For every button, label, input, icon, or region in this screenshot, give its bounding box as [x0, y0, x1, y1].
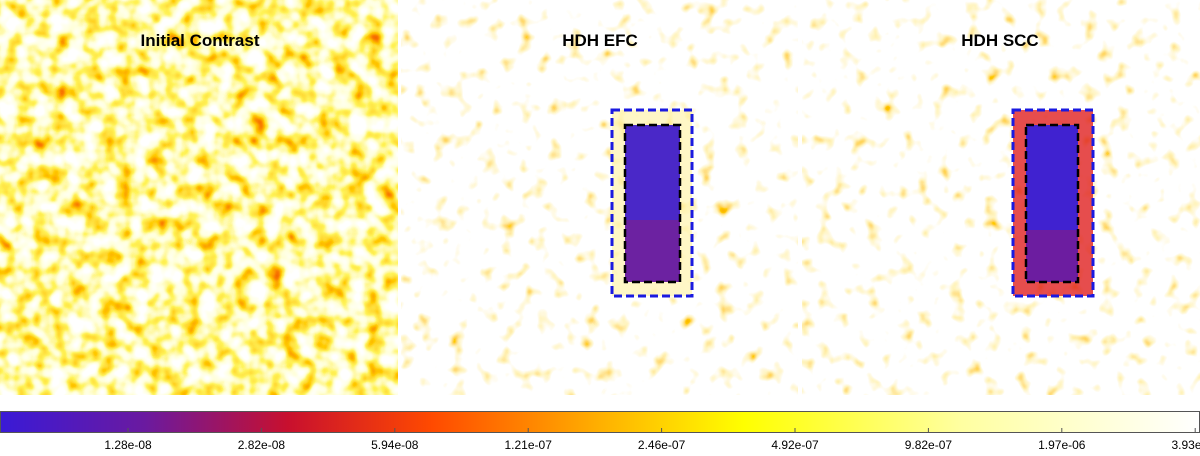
dark-hole-residual: [625, 220, 680, 282]
tick-label: 2.82e-08: [238, 438, 286, 452]
tick-label: 1.28e-08: [104, 438, 152, 452]
colorbar: [0, 411, 1200, 433]
inner-box: [1024, 123, 1080, 284]
tick-label: 5.94e-08: [371, 438, 419, 452]
tick-label: 1.21e-07: [505, 438, 553, 452]
image-panel: [802, 0, 1200, 395]
tick-label: 1.97e-06: [1038, 438, 1086, 452]
panel-title: HDH EFC: [562, 31, 638, 50]
outer-box: [1011, 108, 1095, 298]
panel-title: Initial Contrast: [140, 31, 259, 50]
colorbar-ticks: 1.28e-08 2.82e-08 5.94e-08 1.21e-07 2.46e-07…: [104, 428, 1200, 452]
tick-label: 3.93e-06: [1172, 438, 1200, 452]
tick-label: 2.46e-07: [638, 438, 686, 452]
panel-title: HDH SCC: [961, 31, 1038, 50]
outer-box: [610, 108, 694, 298]
tick-label: 9.82e-07: [905, 438, 953, 452]
image-panel: [401, 0, 798, 395]
inner-box: [623, 123, 682, 284]
dark-hole-residual: [1026, 230, 1078, 282]
tick-label: 4.92e-07: [771, 438, 819, 452]
image-panel: [0, 0, 398, 395]
